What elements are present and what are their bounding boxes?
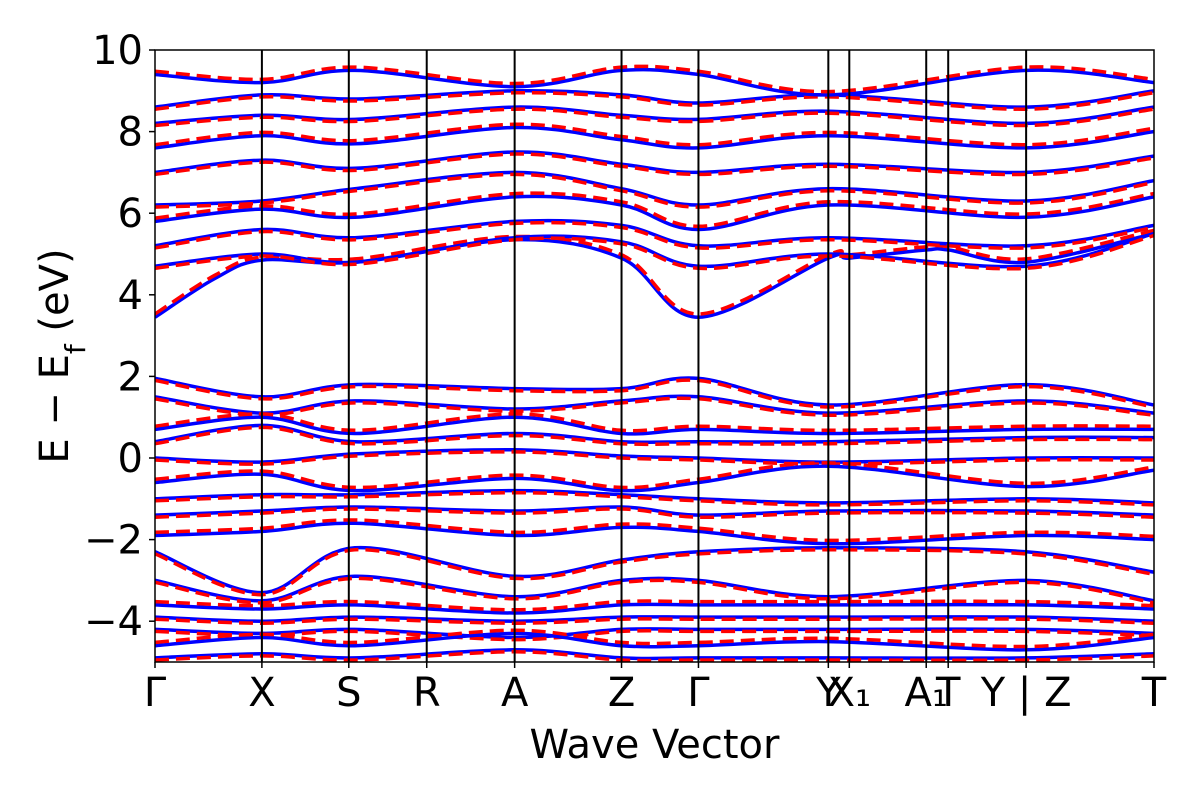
plot-frame bbox=[154, 49, 1155, 663]
x-tick-label-12: T bbox=[1141, 670, 1167, 716]
band-dashed-6 bbox=[155, 122, 1154, 147]
high-symmetry-lines bbox=[260, 50, 1028, 662]
band-solid-5 bbox=[155, 150, 1154, 175]
band-dashed-24 bbox=[155, 628, 1154, 649]
x-tick-label-10: T bbox=[935, 670, 961, 716]
y-tick-label-0: −4 bbox=[84, 599, 143, 645]
band-solid-18 bbox=[155, 521, 1154, 546]
band-dashed-25 bbox=[155, 650, 1154, 662]
band-dashed-15 bbox=[155, 461, 1154, 490]
x-tick-label-1: X bbox=[248, 670, 275, 716]
band-solid-21 bbox=[155, 602, 1154, 615]
y-axis-title-subscript: f bbox=[59, 343, 92, 354]
y-tick-label-7: 10 bbox=[92, 28, 143, 74]
y-tick-label-4: 4 bbox=[118, 273, 143, 319]
band-dashed-17 bbox=[155, 507, 1154, 520]
x-tick-label-3: R bbox=[413, 670, 441, 716]
y-axis-title-unit: (eV) bbox=[32, 248, 78, 344]
band-dashed-14 bbox=[155, 450, 1154, 466]
band-solid-19 bbox=[155, 545, 1154, 595]
band-solid-6 bbox=[155, 125, 1154, 150]
band-dashed-16 bbox=[155, 490, 1154, 507]
band-solid-23 bbox=[155, 627, 1154, 640]
band-solid-9 bbox=[155, 67, 1154, 97]
x-tick-label-4: A bbox=[501, 670, 529, 716]
band-solid-17 bbox=[155, 505, 1154, 517]
band-dashed-9 bbox=[155, 64, 1154, 94]
band-dashed-18 bbox=[155, 518, 1154, 543]
x-tick-label-0: Γ bbox=[144, 670, 167, 716]
x-tick-label-11: Y | Z bbox=[980, 670, 1072, 716]
band-solid-22 bbox=[155, 615, 1154, 623]
x-tick-label-9: A₁ bbox=[905, 670, 948, 716]
x-tick-label-7: Y bbox=[815, 670, 841, 716]
band-solid-24 bbox=[155, 631, 1154, 652]
bands-layer bbox=[155, 64, 1154, 662]
band-dashed-11 bbox=[155, 396, 1154, 417]
band-dashed-0 bbox=[155, 228, 1154, 316]
band-solid-1 bbox=[155, 231, 1154, 269]
band-solid-12 bbox=[155, 415, 1154, 436]
y-tick-label-6: 8 bbox=[118, 110, 143, 156]
y-axis-title: E − Ef (eV) bbox=[32, 248, 92, 463]
band-dashed-5 bbox=[155, 152, 1154, 177]
y-tick-label-2: 0 bbox=[118, 436, 143, 482]
band-solid-10 bbox=[155, 376, 1154, 407]
x-tick-label-5: Z bbox=[608, 670, 635, 716]
x-tick-label-8: X₁ bbox=[828, 670, 871, 716]
band-dashed-23 bbox=[155, 629, 1154, 642]
band-solid-3 bbox=[155, 194, 1154, 232]
x-tick-label-6: Γ bbox=[687, 670, 710, 716]
band-solid-4 bbox=[155, 170, 1154, 207]
band-solid-25 bbox=[155, 648, 1154, 661]
band-dashed-21 bbox=[155, 599, 1154, 612]
band-solid-7 bbox=[155, 105, 1154, 126]
band-solid-2 bbox=[155, 218, 1154, 248]
band-dashed-22 bbox=[155, 617, 1154, 625]
band-dashed-8 bbox=[155, 90, 1154, 111]
y-axis-title-main: E − E bbox=[32, 354, 78, 464]
band-dashed-7 bbox=[155, 107, 1154, 128]
band-solid-16 bbox=[155, 488, 1154, 505]
band-solid-13 bbox=[155, 423, 1154, 445]
x-tick-label-2: S bbox=[336, 670, 361, 716]
band-solid-11 bbox=[155, 394, 1154, 415]
x-axis-title: Wave Vector bbox=[530, 722, 781, 768]
band-dashed-13 bbox=[155, 425, 1154, 447]
y-tick-label-3: 2 bbox=[118, 354, 143, 400]
y-tick-label-1: −2 bbox=[84, 518, 143, 564]
band-dashed-3 bbox=[155, 191, 1154, 229]
y-tick-label-5: 6 bbox=[118, 191, 143, 237]
band-solid-14 bbox=[155, 448, 1154, 464]
y-axis-ticks: −4 −2 0 2 4 6 8 10 bbox=[84, 28, 155, 645]
band-solid-8 bbox=[155, 88, 1154, 109]
band-solid-15 bbox=[155, 464, 1154, 493]
